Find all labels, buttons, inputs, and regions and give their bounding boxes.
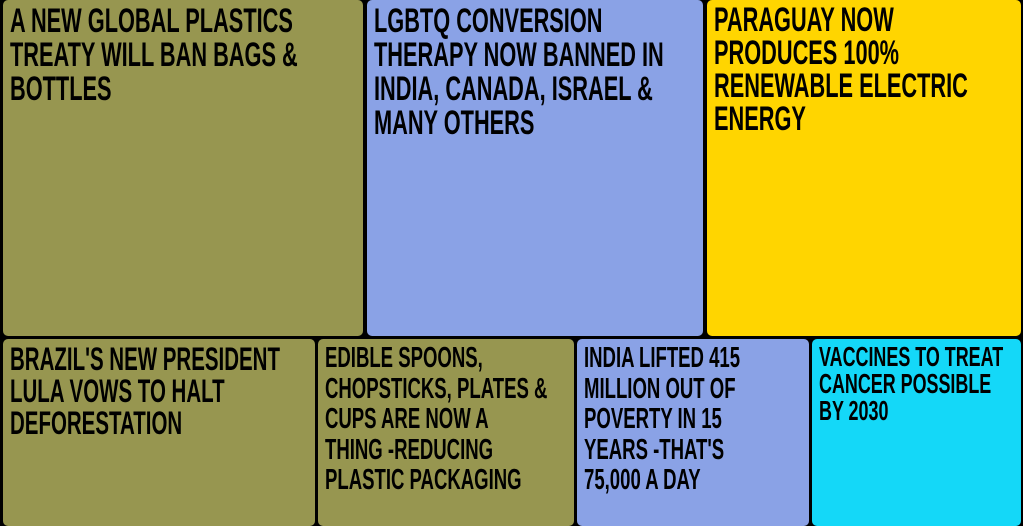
headline-line: CHOPSTICKS, PLATES & [325, 372, 548, 405]
news-tile: EDIBLE SPOONS, CHOPSTICKS, PLATES & CUPS A… [318, 339, 574, 526]
headline-line: THING -REDUCING [325, 433, 494, 466]
news-tile: A NEW GLOBAL PLASTICS TREATY WILL BAN BAG… [3, 0, 363, 336]
headline-line: ENERGY [714, 100, 806, 138]
headline-line: BOTTLES [10, 70, 112, 108]
headline-line: A NEW GLOBAL PLASTICS [10, 2, 293, 40]
headline-line: CUPS ARE NOW A [325, 403, 489, 435]
news-tile: PARAGUAY NOW PRODUCES 100% RENEWABLE ELECT… [707, 0, 1021, 336]
headline-line: LGBTQ CONVERSION [374, 2, 603, 40]
headline-line: CANCER POSSIBLE [819, 368, 992, 399]
headline-line: PLASTIC PACKAGING [325, 464, 522, 496]
headline-line: PARAGUAY NOW [714, 1, 894, 39]
headline-line: VACCINES TO TREAT [819, 341, 1004, 372]
headline-line: LULA VOWS TO HALT [10, 373, 225, 409]
headline-line: THERAPY NOW BANNED IN [374, 36, 664, 74]
news-tile: VACCINES TO TREAT CANCER POSSIBLE BY 2030 [812, 339, 1021, 526]
headline-line: YEARS -THAT'S [584, 433, 725, 466]
headline-line: BRAZIL'S NEW PRESIDENT [10, 341, 280, 377]
headline-line: EDIBLE SPOONS, [325, 342, 483, 374]
headline-line: 75,000 A DAY [584, 464, 701, 496]
news-tile: INDIA LIFTED 415 MILLION OUT OF POVERTY IN… [577, 339, 809, 526]
headline-line: PRODUCES 100% [714, 34, 900, 72]
headline-line: BY 2030 [819, 395, 889, 426]
headline-line: RENEWABLE ELECTRIC [714, 67, 968, 105]
headline-line: INDIA LIFTED 415 [584, 342, 741, 374]
headline-line: TREATY WILL BAN BAGS & [10, 36, 298, 74]
headline-line: DEFORESTATION [10, 405, 183, 441]
news-tile: BRAZIL'S NEW PRESIDENT LULA VOWS TO HALT D… [3, 339, 315, 526]
headline-line: POVERTY IN 15 [584, 403, 722, 435]
news-tile: LGBTQ CONVERSION THERAPY NOW BANNED IN IND… [367, 0, 703, 336]
headline-line: MILLION OUT OF [584, 372, 736, 405]
headline-line: INDIA, CANADA, ISRAEL & [374, 70, 653, 108]
headline-line: MANY OTHERS [374, 104, 535, 142]
